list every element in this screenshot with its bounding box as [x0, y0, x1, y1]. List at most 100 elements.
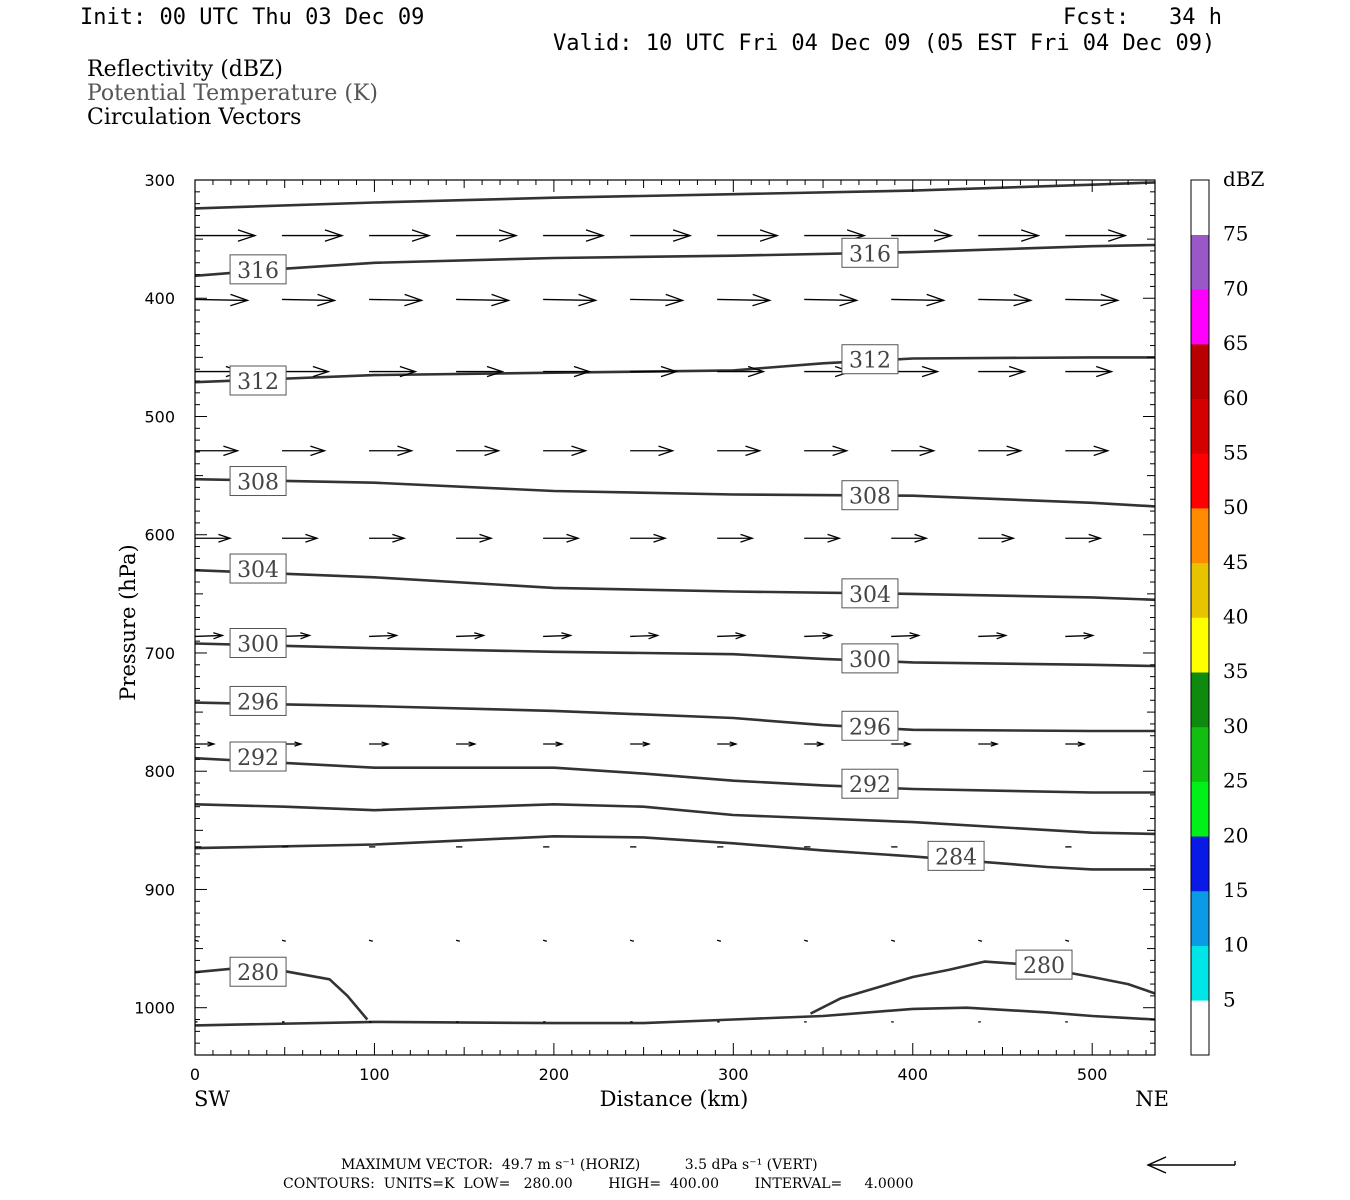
vector-shaft [1065, 298, 1118, 302]
y-tick-label: 800 [144, 762, 175, 781]
vector-shaft [542, 939, 548, 942]
vector-arrow [630, 533, 668, 543]
contour-label: 304 [841, 578, 899, 609]
vector-arrow [282, 445, 327, 457]
vector-shaft [543, 298, 596, 302]
vector-arrow [456, 229, 519, 242]
contour-label-text: 292 [849, 773, 891, 798]
colorbar-band-45 [1191, 508, 1209, 564]
colorbar-label: 5 [1223, 987, 1236, 1011]
contour-320 [194, 181, 1156, 210]
vector-arrow [1065, 445, 1110, 457]
vector-arrow [543, 445, 588, 457]
vector-arrow [368, 939, 373, 942]
contour-label-box [229, 466, 287, 497]
vector-head [1100, 293, 1120, 307]
vector-arrow [978, 445, 1023, 457]
contour-304 [194, 568, 1156, 602]
vector-arrow [195, 741, 216, 747]
vector-head [468, 741, 477, 747]
colorbar-unit: dBZ [1223, 167, 1265, 191]
colorbar-label: 60 [1223, 386, 1248, 410]
vector-shaft [630, 298, 683, 302]
contour-316 [194, 243, 1156, 278]
vector-arrow [804, 445, 849, 457]
x-left-end-label: SW [194, 1087, 230, 1111]
vector-shaft [369, 298, 422, 302]
contour-label: 296 [229, 685, 287, 716]
vector-head [498, 229, 519, 242]
vector-shaft [891, 939, 896, 942]
vector-arrow [543, 229, 606, 242]
vector-head [230, 293, 250, 307]
contour-label-box [229, 741, 287, 772]
vector-arrow [630, 632, 660, 640]
colorbar-label: 55 [1223, 440, 1248, 464]
vector-head [491, 293, 511, 307]
contour-label-text: 292 [237, 746, 279, 771]
vector-arrow [543, 365, 592, 378]
vector-head [740, 533, 755, 543]
vector-shaft [282, 298, 335, 302]
contour-284 [194, 835, 1155, 871]
vector-arrow [717, 939, 722, 942]
vector-head [822, 632, 834, 640]
vector-head [312, 365, 331, 378]
vector-head [832, 445, 849, 457]
vector-arrow [978, 533, 1016, 543]
y-axis-title: Pressure (hPa) [116, 544, 140, 700]
contour-label-box [229, 956, 287, 987]
plot-axes: 0 100 200 300 400 500 300 400 500 600 700 800 900 100… [116, 171, 1169, 1111]
vector-arrow [543, 741, 565, 747]
vector-head [1008, 365, 1027, 378]
vector-arrow [891, 445, 936, 457]
vector-arrow [891, 632, 921, 640]
vector-head [218, 533, 233, 543]
vector-shaft [717, 298, 770, 302]
vector-head [561, 632, 573, 640]
vector-head [1013, 293, 1033, 307]
contour-label-text: 304 [237, 558, 279, 583]
colorbar-band-5 [1191, 945, 1209, 1001]
vector-arrow [281, 939, 286, 942]
vector-head [571, 445, 588, 457]
vector-head [300, 632, 312, 640]
vector-arrow [542, 939, 548, 942]
contour-label-text: 308 [237, 471, 279, 496]
colorbar-band-75 [1191, 180, 1209, 235]
x-tick-label: 0 [190, 1065, 200, 1084]
init-time: Init: 00 UTC Thu 03 Dec 09 [80, 5, 425, 30]
vector-arrow [282, 229, 345, 242]
reference-vector [1146, 1156, 1236, 1174]
x-axis-title: Distance (km) [600, 1087, 749, 1111]
vector-arrow [891, 533, 929, 543]
vector-arrow [456, 741, 477, 747]
vector-shaft [368, 939, 373, 942]
vector-arrow [543, 293, 598, 307]
contour-label: 280 [229, 956, 287, 987]
x-tick-label: 500 [1077, 1065, 1108, 1084]
plot-frame [194, 179, 1156, 1056]
vector-shaft [282, 634, 310, 638]
colorbar-label: 40 [1223, 605, 1248, 629]
contour-label-text: 304 [849, 583, 891, 608]
vector-shaft [629, 939, 635, 942]
vector-head [399, 365, 418, 378]
vector-shaft [804, 634, 832, 638]
vector-arrow [369, 365, 418, 378]
vector-arrow [978, 293, 1033, 307]
vector-head [305, 533, 320, 543]
vector-shaft [630, 634, 658, 638]
contour-label-box [841, 710, 899, 741]
vector-head [839, 293, 859, 307]
vector-head [474, 632, 486, 640]
contour-label-box [841, 768, 899, 799]
vector-head [578, 293, 598, 307]
vector-shaft [455, 939, 461, 942]
contour-292 [194, 756, 1155, 794]
vector-head [759, 229, 780, 242]
contour-label: 316 [841, 237, 899, 268]
vector-head [990, 741, 1000, 747]
colorbar-band-25 [1191, 726, 1209, 782]
vector-head [392, 533, 407, 543]
